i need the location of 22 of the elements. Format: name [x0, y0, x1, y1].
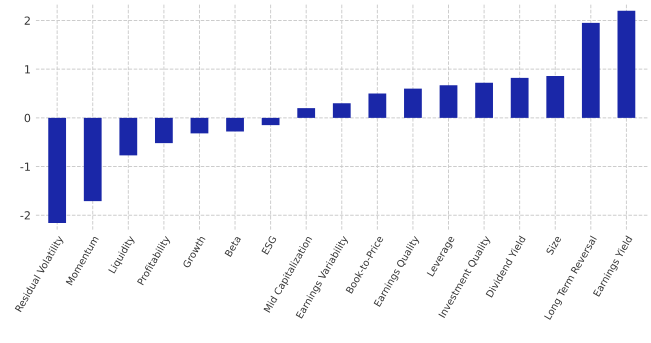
bar: [475, 82, 493, 118]
bar: [119, 118, 138, 156]
bar: [84, 118, 102, 202]
bar: [368, 93, 386, 118]
bar: [154, 118, 173, 144]
bar: [190, 118, 208, 134]
bar: [546, 76, 564, 118]
bar: [440, 85, 458, 118]
bar: [582, 22, 600, 118]
bar: [262, 118, 280, 126]
y-tick-label: 0: [24, 114, 30, 122]
bar: [404, 88, 422, 118]
bar: [510, 78, 529, 118]
y-tick-label: 2: [24, 16, 30, 25]
y-tick-label: -1: [20, 162, 30, 171]
bar: [297, 108, 316, 118]
bar: [332, 103, 351, 118]
bar: [226, 118, 244, 132]
y-tick-label: -2: [20, 211, 30, 220]
y-tick-label: 1: [25, 65, 30, 74]
bar: [618, 10, 636, 118]
bar: [48, 118, 66, 223]
